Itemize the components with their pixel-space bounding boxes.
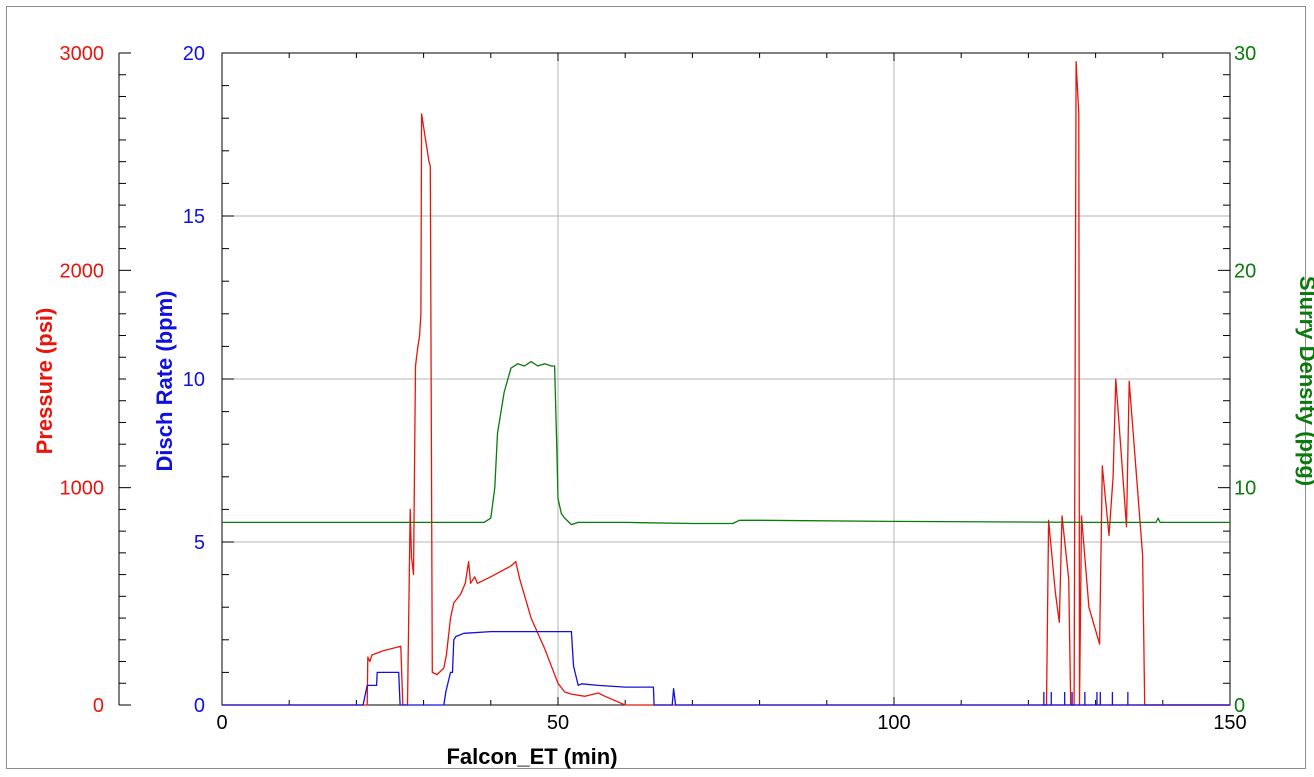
density-axis-title: Slurry Density (ppg) xyxy=(1295,276,1314,486)
series-line-rate xyxy=(222,630,1230,706)
rate-tick-label: 5 xyxy=(194,532,205,554)
density-tick-label: 10 xyxy=(1234,478,1256,500)
series-line-density xyxy=(222,360,1230,526)
x-tick-label: 100 xyxy=(877,712,910,734)
rate-tick-label: 10 xyxy=(183,369,205,391)
rate-tick-label: 15 xyxy=(183,206,205,228)
pressure-tick-label: 2000 xyxy=(60,260,105,282)
chart-frame xyxy=(6,6,1306,769)
grid-lines xyxy=(222,53,1230,705)
series-group xyxy=(222,61,1230,706)
series-line-pressure xyxy=(1041,61,1230,706)
x-tick-label: 50 xyxy=(547,712,569,734)
pressure-tick-label: 3000 xyxy=(60,43,105,65)
x-tick-label: 150 xyxy=(1213,712,1246,734)
density-tick-label: 0 xyxy=(1234,695,1245,717)
pressure-axis: 0 1000 2000 3000 xyxy=(60,43,131,717)
pressure-tick-label: 0 xyxy=(93,695,104,717)
rate-tick-label: 0 xyxy=(194,695,205,717)
rate-axis: 0 5 10 15 20 xyxy=(183,43,234,717)
rate-axis-title: Disch Rate (bpm) xyxy=(152,291,177,472)
x-axis-title: Falcon_ET (min) xyxy=(446,744,617,769)
x-tick-label: 0 xyxy=(216,712,227,734)
pressure-axis-title: Pressure (psi) xyxy=(32,308,57,455)
x-axis: 0 50 100 150 xyxy=(216,53,1247,734)
density-tick-label: 30 xyxy=(1234,43,1256,65)
density-tick-label: 20 xyxy=(1234,260,1256,282)
pressure-tick-label: 1000 xyxy=(60,478,105,500)
rate-tick-label: 20 xyxy=(183,43,205,65)
density-axis: 0 10 20 30 xyxy=(1218,43,1256,717)
